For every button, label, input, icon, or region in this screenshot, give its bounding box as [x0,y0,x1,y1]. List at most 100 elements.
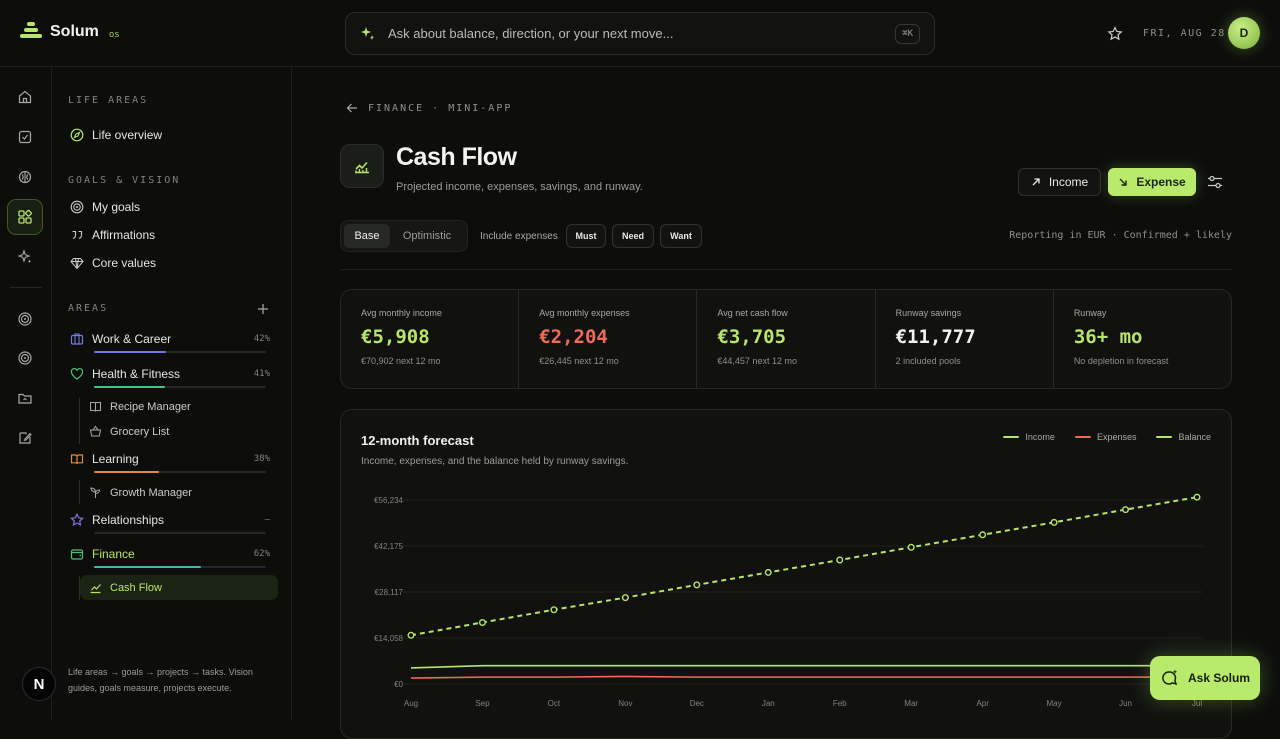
diamond-icon [70,258,84,270]
area-progress-fill [94,471,160,473]
rail-divider [10,287,42,288]
balance-point [979,531,987,539]
x-tick-label: Sep [475,699,490,708]
add-expense-label: Expense [1136,175,1186,189]
sidebar-footer-note: Life areas → goals → projects → tasks. V… [68,667,253,693]
x-tick-label: Feb [833,699,847,708]
sidebar-item-label: Recipe Manager [110,400,191,413]
forecast-chart-card: 12-month forecast Income, expenses, and … [340,409,1232,739]
x-tick-label: Jun [1119,699,1132,708]
sidebar-item-life-overview[interactable]: Life overview [70,128,162,142]
chat-sparkle-icon [1162,669,1178,686]
shortcut-badge: ⌘K [895,23,920,44]
filter-must[interactable]: Must [566,224,606,248]
balance-point [907,543,915,551]
subtree-line [79,576,80,600]
add-expense-button[interactable]: Expense [1108,168,1196,196]
star-icon[interactable] [1107,26,1123,42]
area-percent: – [264,515,270,525]
chart-legend: Income Expenses Balance [1003,432,1211,442]
x-tick-label: Mar [904,699,918,708]
balance-point [764,568,772,576]
y-tick-label: €28,117 [375,588,404,597]
folder-icon[interactable] [7,380,43,416]
sidebar-item-label: Life overview [92,128,163,142]
brain-icon[interactable] [7,159,43,195]
stat-value: €3,705 [717,326,787,348]
wallet-icon [70,549,84,560]
back-arrow-icon[interactable] [346,102,358,114]
breadcrumb[interactable]: FINANCE · MINI-APP [346,102,512,114]
subtree-line [79,398,80,444]
stat-avg-income: Avg monthly income €5,908 €70,902 next 1… [341,290,520,388]
ask-solum-button[interactable]: Ask Solum [1150,656,1260,700]
area-health-fitness[interactable]: Health & Fitness 41% [70,367,270,388]
legend-label: Income [1025,432,1055,442]
stat-runway-savings: Runway savings €11,777 2 included pools [876,290,1054,388]
sidebar-item-affirmations[interactable]: Affirmations [70,228,155,242]
sidebar-item-label: My goals [92,200,141,214]
stat-value: €2,204 [539,326,608,348]
search-bar[interactable]: Ask about balance, direction, or your ne… [345,12,935,55]
avatar[interactable]: D [1228,17,1260,49]
area-progress-fill [94,386,165,388]
area-label: Learning [92,452,139,466]
sidebar-item-cash-flow[interactable]: Cash Flow [80,575,278,600]
filter-need[interactable]: Need [612,224,654,248]
sidebar-item-my-goals[interactable]: My goals [70,200,140,214]
area-finance[interactable]: Finance 62% [70,547,270,568]
stat-runway: Runway 36+ mo No depletion in forecast [1054,290,1231,388]
x-tick-label: May [1047,699,1062,708]
x-tick-label: Jan [762,699,775,708]
rail-logo[interactable]: N [22,667,56,701]
sidebar-item-label: Grocery List [110,425,170,438]
sprout-icon [90,487,101,498]
page-title: Cash Flow [396,143,517,171]
sidebar-item-label: Core values [92,256,157,270]
breadcrumb-text: FINANCE · MINI-APP [368,102,513,114]
page-subtitle: Projected income, expenses, savings, and… [396,181,643,193]
x-tick-label: Apr [976,699,989,708]
target-icon[interactable] [7,301,43,337]
app-logo[interactable]: Solum os [20,22,120,42]
apps-icon[interactable] [7,199,43,235]
edit-icon[interactable] [7,420,43,456]
y-tick-label: €0 [394,680,403,689]
area-label: Health & Fitness [92,367,181,381]
sparkle-icon [361,26,375,40]
page-icon [340,144,384,188]
home-icon[interactable] [7,79,43,115]
series-line-expenses [410,675,1197,679]
sidebar-item-core-values[interactable]: Core values [70,256,156,270]
area-label: Finance [92,547,135,561]
legend-label: Expenses [1096,432,1137,442]
add-area-icon[interactable] [257,303,269,315]
stat-note: 2 included pools [895,356,961,366]
goals-vision-heading: GOALS & VISION [68,175,181,186]
legend-income: Income [1003,432,1055,442]
settings-sliders-icon[interactable] [1206,173,1224,191]
area-work-career[interactable]: Work & Career 42% [70,332,270,353]
scenario-optimistic[interactable]: Optimistic [402,230,452,242]
sidebar-item-grocery-list[interactable]: Grocery List [89,425,169,438]
search-input[interactable]: Ask about balance, direction, or your ne… [388,26,674,41]
ask-solum-label: Ask Solum [1187,671,1250,685]
x-tick-label: Oct [548,699,561,708]
stat-label: Avg monthly expenses [539,308,630,318]
sparkles-icon[interactable] [7,239,43,275]
scenario-base[interactable]: Base [344,224,390,248]
y-tick-label: €56,234 [374,496,403,505]
balance-point [478,618,486,626]
life-areas-heading: LIFE AREAS [68,95,149,106]
checklist-icon[interactable] [7,119,43,155]
chart-title: 12-month forecast [361,433,474,448]
add-income-label: Income [1048,175,1089,189]
book-icon [90,402,101,412]
area-learning[interactable]: Learning 38% [70,452,270,473]
add-income-button[interactable]: Income [1018,168,1101,196]
filter-want[interactable]: Want [660,224,702,248]
sidebar-item-growth-manager[interactable]: Growth Manager [89,486,192,499]
sidebar-item-recipe-manager[interactable]: Recipe Manager [89,400,191,413]
goal-icon[interactable] [7,340,43,376]
area-relationships[interactable]: Relationships – [70,513,270,534]
